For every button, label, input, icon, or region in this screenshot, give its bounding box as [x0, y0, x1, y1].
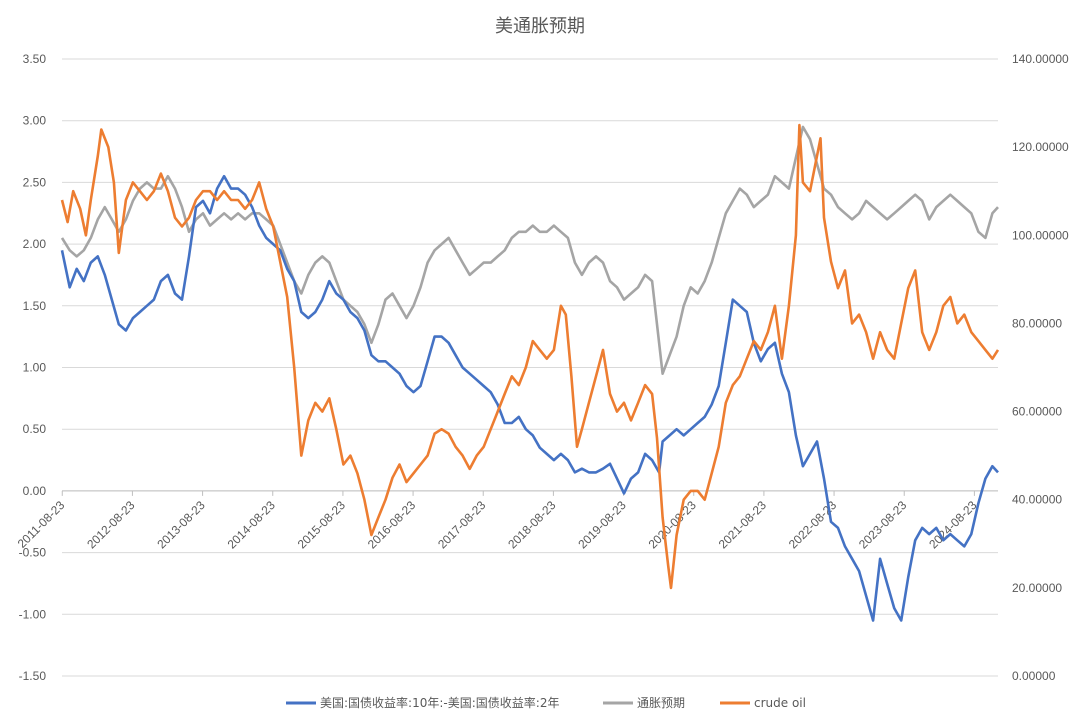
left-tick-label: 3.00 [23, 114, 47, 128]
series-line-crude-oil [60, 123, 1000, 590]
x-tick-label: 2020-08-23 [646, 498, 700, 552]
gridlines [62, 58, 998, 677]
left-tick-label: 2.00 [23, 237, 47, 251]
x-tick-label: 2015-08-23 [295, 498, 349, 552]
x-tick-label: 2021-08-23 [716, 498, 770, 552]
x-tick-label: 2022-08-23 [786, 498, 840, 552]
x-tick-label: 2013-08-23 [154, 498, 208, 552]
left-tick-label: 1.00 [23, 361, 47, 375]
series-line-yield-spread [60, 174, 999, 622]
x-tick-label: 2023-08-23 [856, 498, 910, 552]
right-tick-label: 80.00000 [1012, 316, 1062, 330]
right-tick-label: 60.00000 [1012, 405, 1062, 419]
chart-title: 美通胀预期 [495, 16, 585, 37]
x-tick-label: 2019-08-23 [575, 498, 629, 552]
left-tick-label: -1.00 [19, 607, 47, 621]
x-tick-label: 2017-08-23 [435, 498, 489, 552]
series-line-inflation-expectation [60, 125, 999, 375]
right-tick-label: 140.00000 [1012, 52, 1069, 66]
legend-label-yield-spread: 美国:国债收益率:10年:-美国:国债收益率:2年 [320, 695, 559, 710]
x-axis-ticks: 2011-08-23 2012-08-23 2013-08-23 2014-08-23… [15, 490, 998, 552]
left-axis-ticks: -1.50 -1.00 -0.50 0.00 0.50 1.00 1.50 2.00 2.50 3… [19, 52, 47, 683]
right-tick-label: 120.00000 [1012, 140, 1069, 154]
left-tick-label: -0.50 [19, 546, 47, 560]
x-tick-label: 2016-08-23 [365, 498, 419, 552]
left-tick-label: 0.00 [23, 484, 47, 498]
legend-label-crude-oil: crude oil [754, 696, 806, 710]
left-tick-label: 2.50 [23, 175, 47, 189]
x-tick-label: 2011-08-23 [15, 498, 68, 551]
series-lines [60, 123, 1000, 622]
legend-label-inflation-expectation: 通胀预期 [637, 696, 685, 710]
x-tick-label: 2018-08-23 [505, 498, 559, 552]
left-tick-label: 1.50 [23, 299, 47, 313]
right-tick-label: 40.00000 [1012, 493, 1062, 507]
x-tick-label: 2012-08-23 [84, 498, 138, 552]
right-tick-label: 0.00000 [1012, 669, 1056, 683]
legend: 美国:国债收益率:10年:-美国:国债收益率:2年 通胀预期 crude oil [286, 695, 806, 710]
left-tick-label: 0.50 [23, 422, 47, 436]
right-tick-label: 100.00000 [1012, 228, 1069, 242]
left-tick-label: 3.50 [23, 52, 47, 66]
x-tick-label: 2024-08-23 [926, 498, 980, 552]
x-tick-label: 2014-08-23 [225, 498, 279, 552]
left-tick-label: -1.50 [19, 669, 47, 683]
right-axis-ticks: 0.00000 20.00000 40.00000 60.00000 80.00000 1… [1012, 52, 1069, 683]
right-tick-label: 20.00000 [1012, 581, 1062, 595]
